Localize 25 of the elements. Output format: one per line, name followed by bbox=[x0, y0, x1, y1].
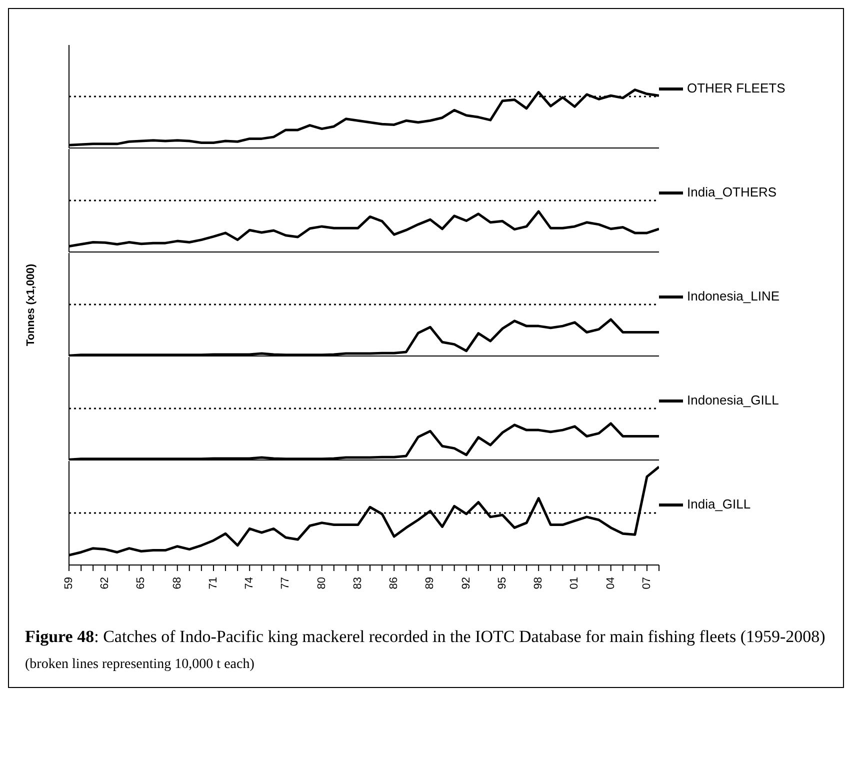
legend-label: Indonesia_GILL bbox=[687, 392, 779, 408]
x-tick-label: 04 bbox=[604, 577, 617, 590]
x-tick-label: 86 bbox=[388, 577, 400, 590]
legend-label: India_OTHERS bbox=[687, 184, 777, 200]
x-tick-label: 83 bbox=[352, 577, 364, 590]
x-tick-label: 98 bbox=[532, 577, 545, 590]
x-tick-label: 62 bbox=[99, 577, 112, 590]
x-tick-label: 71 bbox=[207, 577, 220, 590]
x-tick-label: 92 bbox=[460, 577, 472, 590]
x-tick-label: 65 bbox=[135, 577, 148, 590]
text: (broken lines representing 10,000 t each) bbox=[25, 657, 254, 672]
y-axis-title: Tonnes (x1,000) bbox=[25, 264, 38, 346]
legend-label: OTHER FLEETS bbox=[687, 80, 786, 96]
x-tick-label: 59 bbox=[63, 577, 75, 590]
x-tick-label: 80 bbox=[316, 577, 328, 590]
x-tick-label: 89 bbox=[424, 577, 436, 590]
x-tick-label: 74 bbox=[244, 577, 256, 590]
caption: Figure 48: Catches of Indo-Pacific king mackerel recorded in the IOTC Database for main fishing fleets (1959-2008) bbox=[25, 627, 826, 646]
x-tick-label: 68 bbox=[171, 577, 184, 590]
x-tick-label: 01 bbox=[568, 577, 581, 590]
legend-label: India_GILL bbox=[687, 496, 751, 512]
x-tick-label: 77 bbox=[280, 577, 292, 590]
x-tick-label: 95 bbox=[496, 577, 508, 590]
x-tick-label: 07 bbox=[640, 577, 653, 590]
legend-label: Indonesia_LINE bbox=[687, 288, 780, 304]
